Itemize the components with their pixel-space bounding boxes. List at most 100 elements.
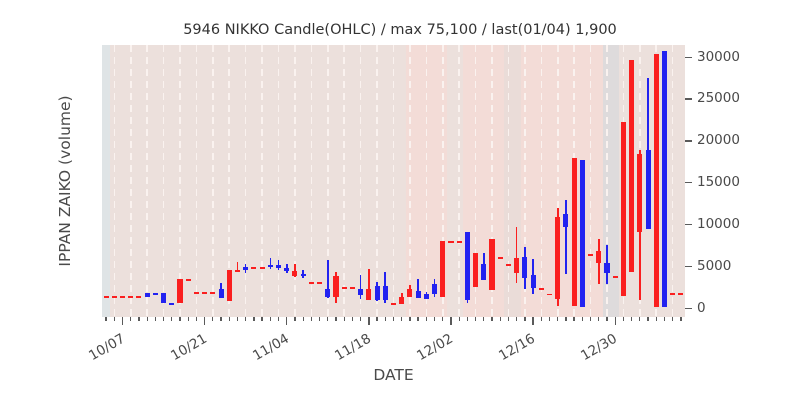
x-axis-tick-minor <box>647 317 649 321</box>
candle-wick <box>269 258 272 270</box>
candle-body <box>136 296 142 298</box>
candle-body <box>234 270 241 272</box>
x-axis-tick-minor <box>179 317 181 321</box>
gridline-vertical <box>524 45 526 317</box>
x-axis-tick-minor <box>589 317 592 321</box>
x-tick-label: 12/16 <box>496 330 538 365</box>
candle-body <box>292 270 298 276</box>
x-axis-tick-minor <box>269 317 271 321</box>
candle-body <box>661 50 667 307</box>
candle-body <box>349 286 355 289</box>
candle-body <box>505 264 511 267</box>
x-axis-tick-minor <box>630 317 633 321</box>
x-axis-tick-major <box>532 317 534 325</box>
x-axis-tick-minor <box>162 317 165 321</box>
candle-body <box>399 296 405 305</box>
candle-body <box>152 292 158 295</box>
x-axis-tick-minor <box>236 317 239 321</box>
candle-body <box>226 270 232 302</box>
candle-body <box>374 286 380 301</box>
x-axis-tick-minor <box>409 317 411 321</box>
candle-body <box>481 264 487 281</box>
candle-body <box>193 291 199 294</box>
candle-body <box>366 289 372 301</box>
gridline-vertical <box>179 45 181 317</box>
candle-body <box>670 292 676 295</box>
y-tick-label: 0 <box>697 299 706 316</box>
candle-body <box>596 250 602 263</box>
x-axis-tick-minor <box>261 317 263 321</box>
x-axis-tick-minor <box>491 317 493 321</box>
x-axis-tick-minor <box>245 317 247 321</box>
x-axis-tick-minor <box>516 317 518 321</box>
candle-body <box>546 293 553 296</box>
x-axis-tick-minor <box>392 317 395 321</box>
candle-body <box>119 296 126 298</box>
candle-body <box>440 240 446 297</box>
candle-body <box>514 258 520 273</box>
y-tick-mark <box>685 223 692 226</box>
gridline-vertical <box>376 45 378 317</box>
candle-wick <box>277 260 280 271</box>
x-axis-tick-minor <box>343 317 345 321</box>
x-axis-tick-minor <box>318 317 321 321</box>
candle-body <box>530 275 536 288</box>
x-axis-tick-minor <box>277 317 280 321</box>
candle-body <box>678 292 684 295</box>
y-tick-mark <box>685 98 692 100</box>
x-axis-tick-minor <box>376 317 378 321</box>
background-band <box>520 45 603 317</box>
gridline-vertical <box>195 45 198 317</box>
y-tick-label: 30000 <box>697 48 740 65</box>
candle-body <box>325 288 331 297</box>
y-tick-mark <box>685 182 692 184</box>
y-tick-mark <box>685 56 692 58</box>
candle-body <box>448 240 454 243</box>
y-tick-mark <box>685 307 692 310</box>
gridline-vertical <box>458 45 460 317</box>
candle-body <box>210 291 216 294</box>
candle-wick <box>565 199 567 275</box>
y-tick-label: 25000 <box>697 90 740 107</box>
gridline-vertical <box>409 45 411 317</box>
x-axis-tick-minor <box>606 317 608 321</box>
candle-body <box>571 157 577 307</box>
x-axis-tick-minor <box>384 317 386 321</box>
gridline-vertical <box>113 45 116 317</box>
background-band <box>446 45 464 317</box>
x-axis-tick-minor <box>335 317 337 321</box>
gridline-vertical <box>556 45 559 317</box>
x-axis-tick-minor <box>351 317 354 321</box>
gridline-vertical <box>589 45 592 317</box>
x-axis-tick-major <box>203 317 206 325</box>
candle-body <box>341 286 347 289</box>
y-tick-label: 15000 <box>697 174 740 191</box>
x-axis-tick-minor <box>417 317 419 321</box>
x-axis-tick-minor <box>310 317 313 321</box>
x-axis-tick-minor <box>113 317 115 321</box>
x-axis-tick-minor <box>581 317 583 321</box>
candle-body <box>390 302 397 305</box>
candle-body <box>497 256 503 259</box>
gridline-vertical <box>441 45 444 317</box>
x-axis-label: DATE <box>373 366 414 384</box>
x-axis-tick-minor <box>565 317 567 321</box>
candle-body <box>169 302 175 305</box>
candle-wick <box>327 260 329 298</box>
candle-body <box>423 293 429 299</box>
x-axis-tick-minor <box>548 317 551 321</box>
y-tick-label: 5000 <box>697 257 732 274</box>
candle-body <box>415 291 421 298</box>
x-tick-label: 10/07 <box>85 330 128 365</box>
x-axis-tick-major <box>614 317 616 325</box>
x-axis-tick-minor <box>598 317 600 321</box>
x-axis-tick-minor <box>466 317 469 321</box>
x-axis-tick-minor <box>294 317 296 321</box>
candle-body <box>645 149 651 230</box>
candle-body <box>555 216 561 299</box>
candle-body <box>111 296 117 298</box>
candle-body <box>267 265 273 267</box>
x-axis-tick-minor <box>327 317 329 321</box>
x-axis-tick-major <box>286 317 288 325</box>
